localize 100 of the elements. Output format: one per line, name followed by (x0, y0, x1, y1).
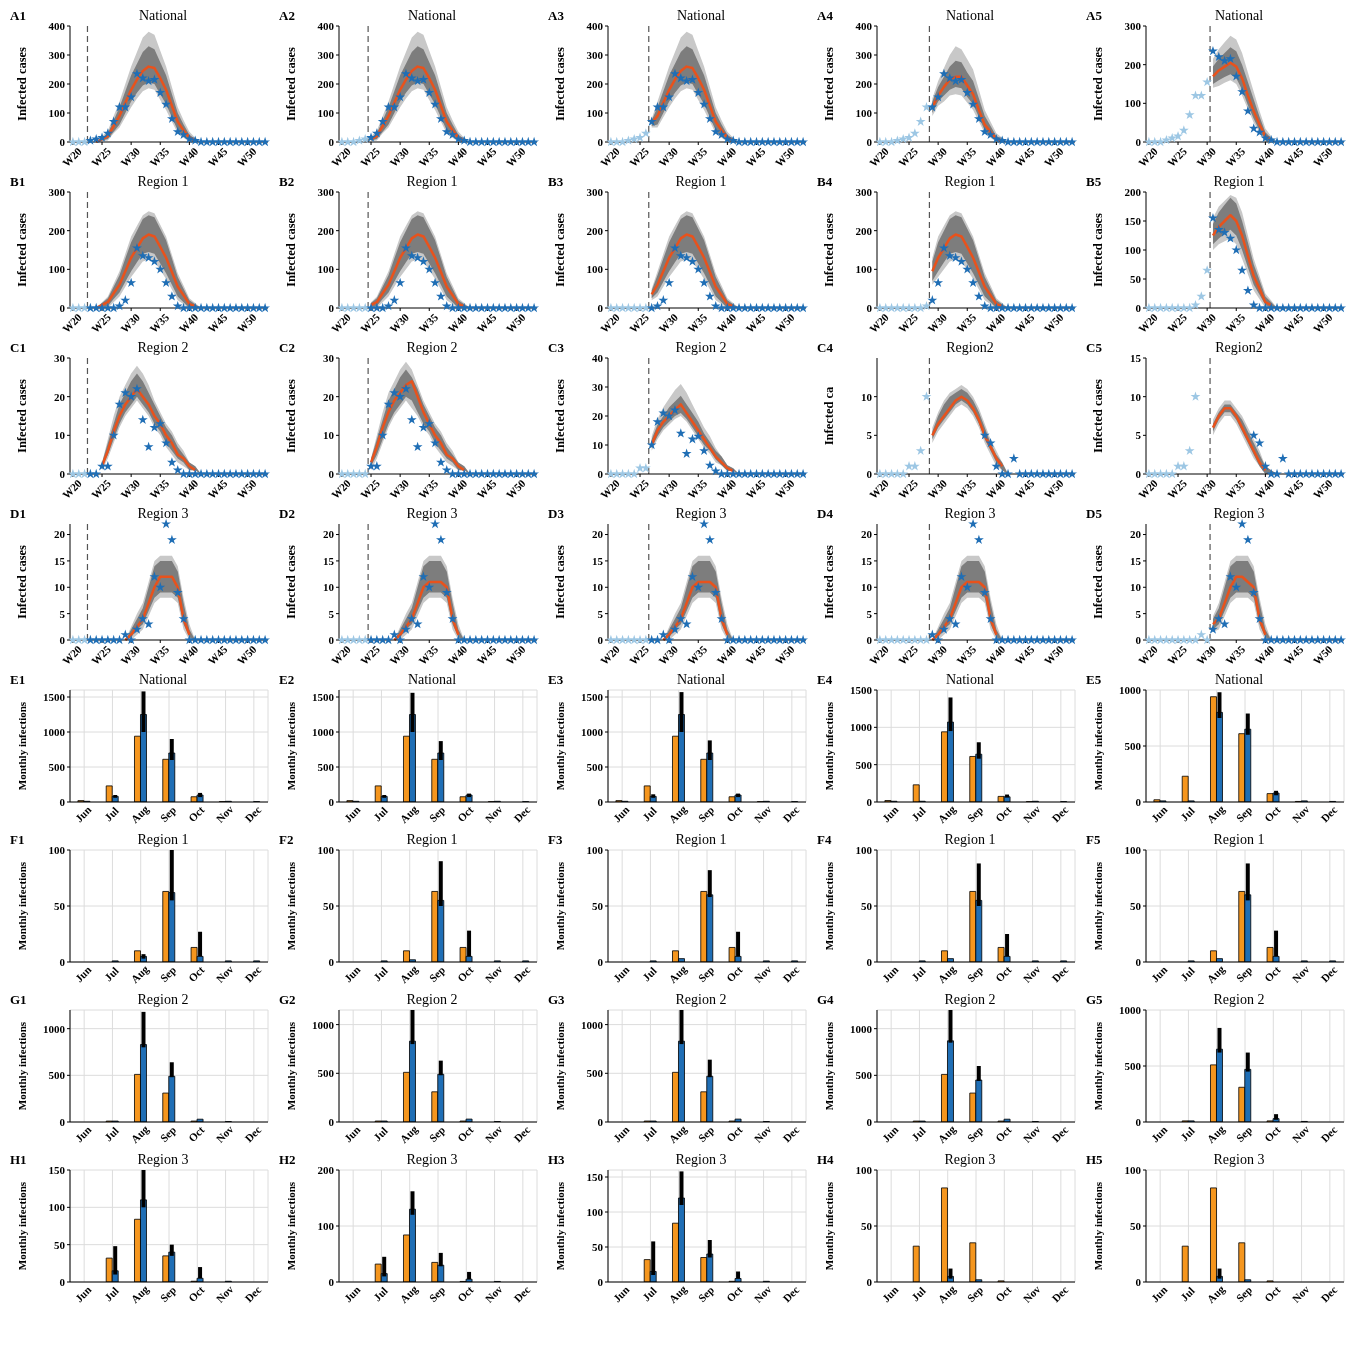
text: C4 (817, 340, 833, 356)
x-tick-label: W40 (176, 642, 201, 667)
x-tick-label: W50 (1310, 476, 1335, 501)
y-tick-label: 0 (328, 795, 335, 808)
y-tick-label: 300 (586, 185, 604, 198)
y-tick-label: 200 (1124, 185, 1142, 198)
x-tick-label: W45 (1281, 144, 1306, 169)
x-tick-label: Dec (780, 963, 802, 985)
y-tick-label: 30 (592, 380, 604, 393)
chart-title: Region 1 (944, 174, 996, 189)
x-tick-label: Dec (1318, 803, 1340, 825)
y-tick-label: 30 (54, 351, 66, 364)
y-tick-label: 0 (866, 467, 873, 480)
x-tick-label: W40 (445, 642, 470, 667)
x-tick-label: W50 (503, 642, 528, 667)
x-tick-label: W35 (416, 642, 441, 667)
y-tick-label: 50 (1130, 1219, 1142, 1232)
x-tick-label: Sep (426, 1283, 448, 1305)
y-tick-label: 1500 (581, 690, 604, 703)
x-tick-label: W25 (357, 310, 383, 335)
y-tick-label: 100 (855, 106, 873, 119)
y-tick-label: 500 (586, 1067, 604, 1080)
y-tick-label: 0 (59, 955, 66, 968)
x-tick-label: W25 (626, 642, 652, 667)
chart-title: National (945, 8, 995, 23)
text: B1 (10, 174, 26, 190)
chart-title: Region 1 (137, 174, 189, 189)
x-tick-label: W30 (387, 310, 412, 335)
x-tick-label: Aug (1204, 802, 1228, 826)
x-tick-label: W40 (445, 144, 470, 169)
x-tick-label: Oct (992, 803, 1014, 825)
y-tick-label: 0 (59, 795, 66, 808)
x-tick-label: Nov (482, 802, 505, 825)
x-tick-label: W25 (88, 642, 114, 667)
x-tick-label: Jul (1177, 804, 1197, 824)
y-tick-label: 0 (1135, 467, 1142, 480)
y-tick-label: 300 (317, 48, 335, 61)
x-tick-label: Jul (908, 804, 928, 824)
y-tick-label: 15 (54, 554, 66, 567)
x-tick-label: Nov (213, 962, 236, 985)
y-tick-label: 400 (855, 19, 873, 32)
y-axis-title: Infected cases (284, 378, 299, 453)
y-tick-label: 500 (586, 760, 604, 773)
y-tick-label: 0 (597, 955, 604, 968)
y-tick-label: 1000 (43, 1022, 66, 1035)
x-tick-label: W50 (1041, 642, 1066, 667)
y-tick-label: 0 (866, 795, 873, 808)
y-tick-label: 5 (866, 429, 873, 442)
chart-title: National (675, 672, 727, 688)
x-tick-label: W50 (1041, 476, 1066, 501)
chart-title: National (1214, 8, 1264, 23)
y-tick-label: 500 (317, 1067, 335, 1080)
text: E1 (10, 672, 26, 688)
y-tick-label: 0 (597, 1275, 604, 1288)
x-tick-label: Jun (610, 963, 632, 985)
x-tick-label: W40 (714, 310, 739, 335)
chart-title: National (1214, 672, 1264, 687)
y-tick-label: 500 (48, 760, 66, 773)
y-axis-title: Monthly infections (1091, 1181, 1104, 1271)
chart-title: Region 2 (675, 340, 727, 355)
x-tick-label: W45 (743, 144, 768, 169)
x-tick-label: Jun (72, 1283, 94, 1305)
x-tick-label: Oct (1261, 803, 1283, 825)
x-tick-label: Sep (157, 963, 179, 985)
x-tick-label: W30 (1194, 310, 1219, 335)
y-tick-label: 0 (59, 1275, 66, 1288)
y-tick-label: 200 (48, 224, 66, 237)
y-tick-label: 500 (317, 760, 335, 773)
x-tick-label: Jul (370, 964, 390, 984)
x-tick-label: Aug (666, 802, 690, 826)
y-axis-title: Monthly infections (553, 861, 566, 951)
y-tick-label: 100 (317, 106, 335, 119)
text: F1 (10, 832, 25, 848)
y-tick-label: 1000 (43, 725, 66, 738)
y-tick-label: 50 (861, 899, 873, 912)
x-tick-label: Dec (242, 803, 264, 825)
x-tick-label: W30 (1194, 144, 1219, 169)
y-tick-label: 100 (1124, 97, 1142, 110)
text: D4 (817, 506, 833, 522)
x-tick-label: W45 (1281, 642, 1306, 667)
x-tick-label: W45 (474, 642, 499, 667)
x-tick-label: W40 (445, 310, 470, 335)
text: E5 (1086, 672, 1102, 688)
chart-title: Region 3 (674, 1152, 728, 1168)
y-axis-title: Infected cases (553, 544, 568, 619)
x-tick-label: Jul (908, 1124, 928, 1144)
x-tick-label: Dec (242, 1123, 264, 1145)
x-tick-label: W45 (743, 642, 768, 667)
x-tick-label: W45 (1281, 476, 1306, 501)
y-tick-label: 100 (48, 843, 66, 856)
x-tick-label: Jul (370, 1284, 390, 1304)
x-tick-label: Dec (1049, 1283, 1071, 1305)
x-tick-label: Aug (935, 1122, 959, 1146)
x-tick-label: Sep (157, 1123, 179, 1145)
y-axis-title: Monthly infections (822, 1021, 835, 1111)
y-tick-label: 1000 (1119, 1003, 1142, 1016)
x-tick-label: W35 (954, 310, 979, 335)
x-tick-label: Jun (879, 1123, 901, 1145)
chart-title: Region 2 (943, 992, 997, 1008)
y-tick-label: 200 (48, 77, 66, 90)
